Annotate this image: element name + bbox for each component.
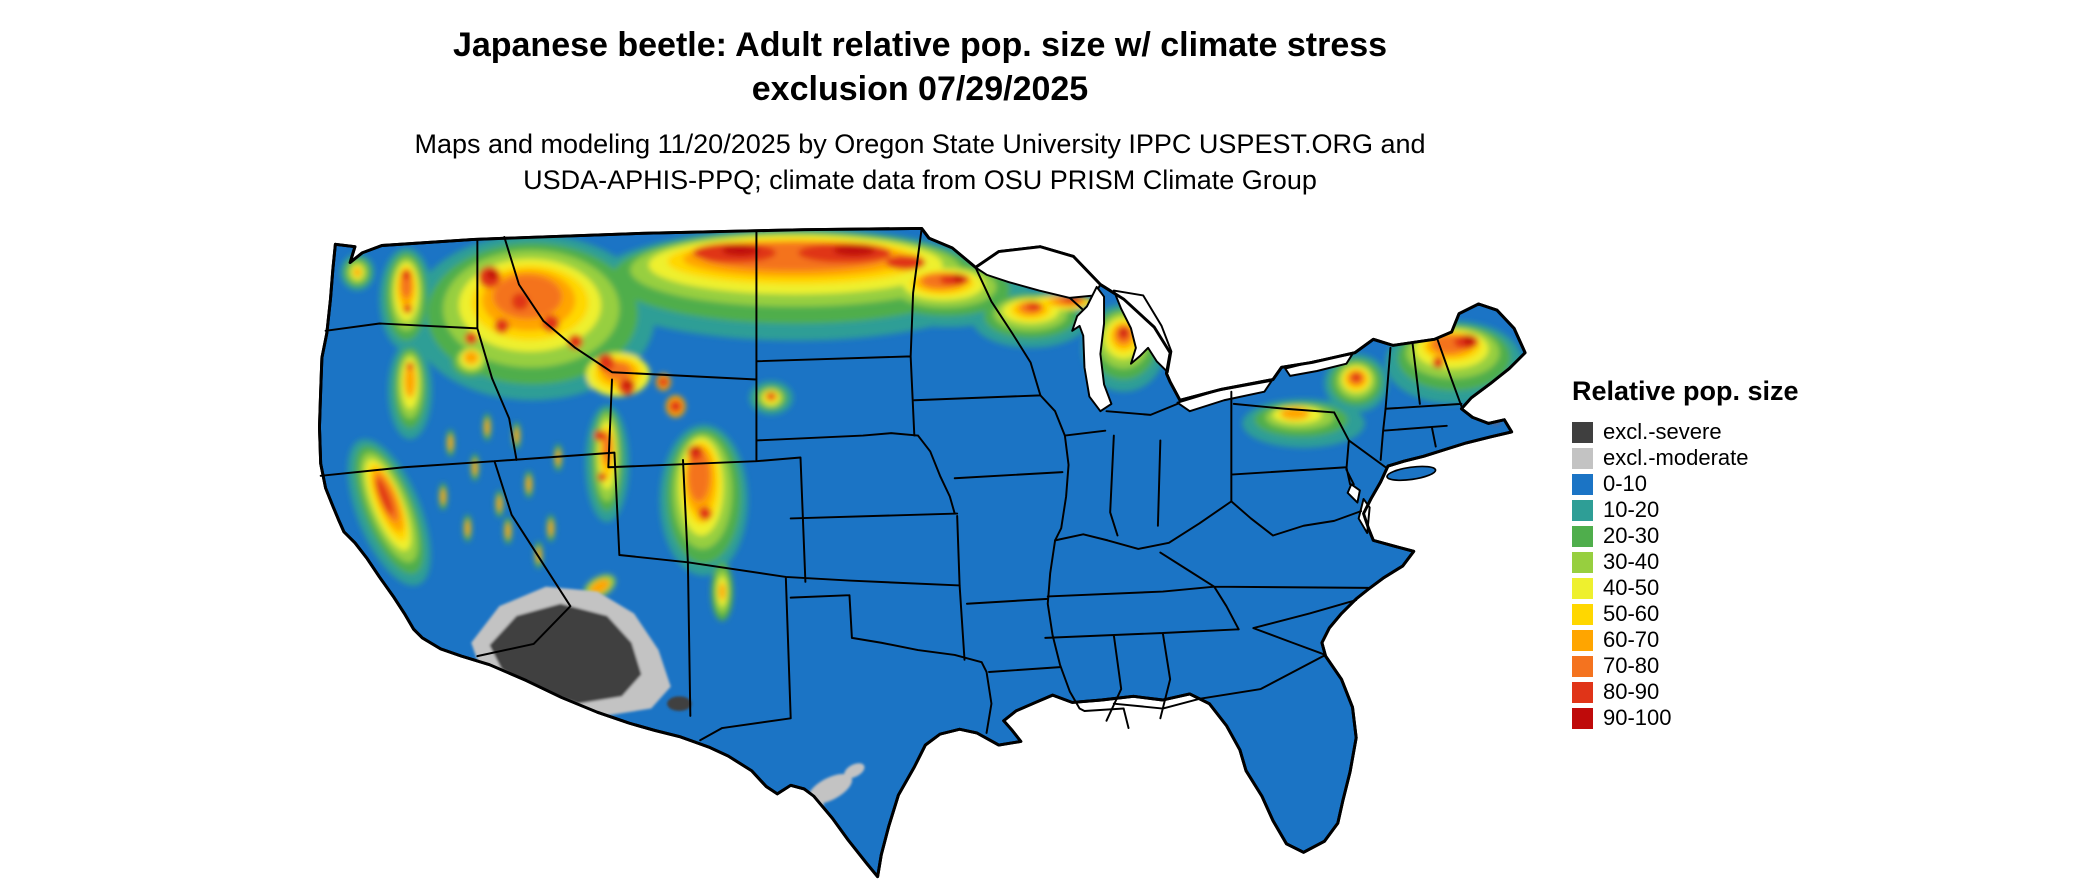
legend-color-swatch: [1572, 525, 1593, 547]
legend-items: excl.-severe excl.-moderate 0-10 10-20 20-30…: [1572, 419, 1852, 731]
legend-color-swatch: [1572, 707, 1593, 729]
state-borders-west: [319, 231, 993, 742]
legend-item-label: 70-80: [1603, 653, 1660, 678]
great-lakes: [974, 245, 1371, 535]
legend-item: 30-40: [1572, 549, 1852, 575]
title-block: Japanese beetle: Adult relative pop. siz…: [0, 24, 1840, 198]
legend-color-swatch: [1572, 603, 1593, 625]
legend-color-swatch: [1572, 629, 1593, 651]
legend-color-swatch: [1572, 577, 1593, 599]
legend-item: 60-70: [1572, 627, 1852, 653]
legend-item: 10-20: [1572, 497, 1852, 523]
exclusion-severe: [489, 603, 692, 711]
legend-item-label: excl.-severe: [1603, 419, 1722, 444]
legend-item: 40-50: [1572, 575, 1852, 601]
legend-item: 20-30: [1572, 523, 1852, 549]
heat-band-90-100: [487, 244, 1474, 454]
legend-item-label: 10-20: [1603, 497, 1660, 522]
legend-item: 50-60: [1572, 601, 1852, 627]
state-borders-east: [1230, 337, 1463, 537]
state-borders: [319, 227, 1463, 742]
subtitle-line-1: Maps and modeling 11/20/2025 by Oregon S…: [414, 129, 1426, 160]
legend-item: 70-80: [1572, 653, 1852, 679]
legend-color-swatch: [1572, 473, 1593, 495]
legend-color-swatch: [1572, 447, 1593, 469]
subtitle: Maps and modeling 11/20/2025 by Oregon S…: [0, 127, 1840, 198]
legend-color-swatch: [1572, 655, 1593, 677]
state-borders-mississippi: [1039, 394, 1130, 730]
legend-item-label: 80-90: [1603, 679, 1660, 704]
legend-color-swatch: [1572, 499, 1593, 521]
lake-huron: [1112, 289, 1173, 374]
legend-item-label: 60-70: [1603, 627, 1660, 652]
legend-item-label: 20-30: [1603, 523, 1660, 548]
legend-item: excl.-severe: [1572, 419, 1852, 445]
legend-color-swatch: [1572, 421, 1593, 443]
legend-item: 0-10: [1572, 471, 1852, 497]
legend-item-label: 30-40: [1603, 549, 1660, 574]
legend-item-label: 90-100: [1603, 705, 1672, 730]
page-title: Japanese beetle: Adult relative pop. siz…: [0, 24, 1840, 111]
lake-michigan: [1071, 285, 1113, 413]
legend-title: Relative pop. size: [1572, 376, 1799, 406]
state-borders-plains: [755, 227, 1064, 673]
legend-item: 80-90: [1572, 679, 1852, 705]
state-borders-midwest: [1054, 296, 1233, 550]
national-outline: [317, 226, 1527, 879]
legend-color-swatch: [1572, 551, 1593, 573]
long-island: [1386, 465, 1437, 482]
us-map-svg: [317, 226, 1527, 879]
legend-item-label: excl.-moderate: [1603, 445, 1749, 470]
legend-item-label: 0-10: [1603, 471, 1648, 496]
legend-item-label: 50-60: [1603, 601, 1660, 626]
legend-item: excl.-moderate: [1572, 445, 1852, 471]
title-line-1: Japanese beetle: Adult relative pop. siz…: [452, 26, 1388, 64]
subtitle-line-2: USDA-APHIS-PPQ; climate data from OSU PR…: [523, 164, 1317, 195]
legend: Relative pop. size excl.-severe excl.-mod…: [1572, 376, 1852, 731]
legend-item-label: 40-50: [1603, 575, 1660, 600]
us-population-map: [306, 226, 1530, 884]
title-line-2: exclusion 07/29/2025: [751, 69, 1089, 108]
legend-color-swatch: [1572, 681, 1593, 703]
legend-item: 90-100: [1572, 705, 1852, 731]
delaware-bay: [1346, 483, 1361, 504]
heat-band-80-90: [375, 243, 1499, 521]
